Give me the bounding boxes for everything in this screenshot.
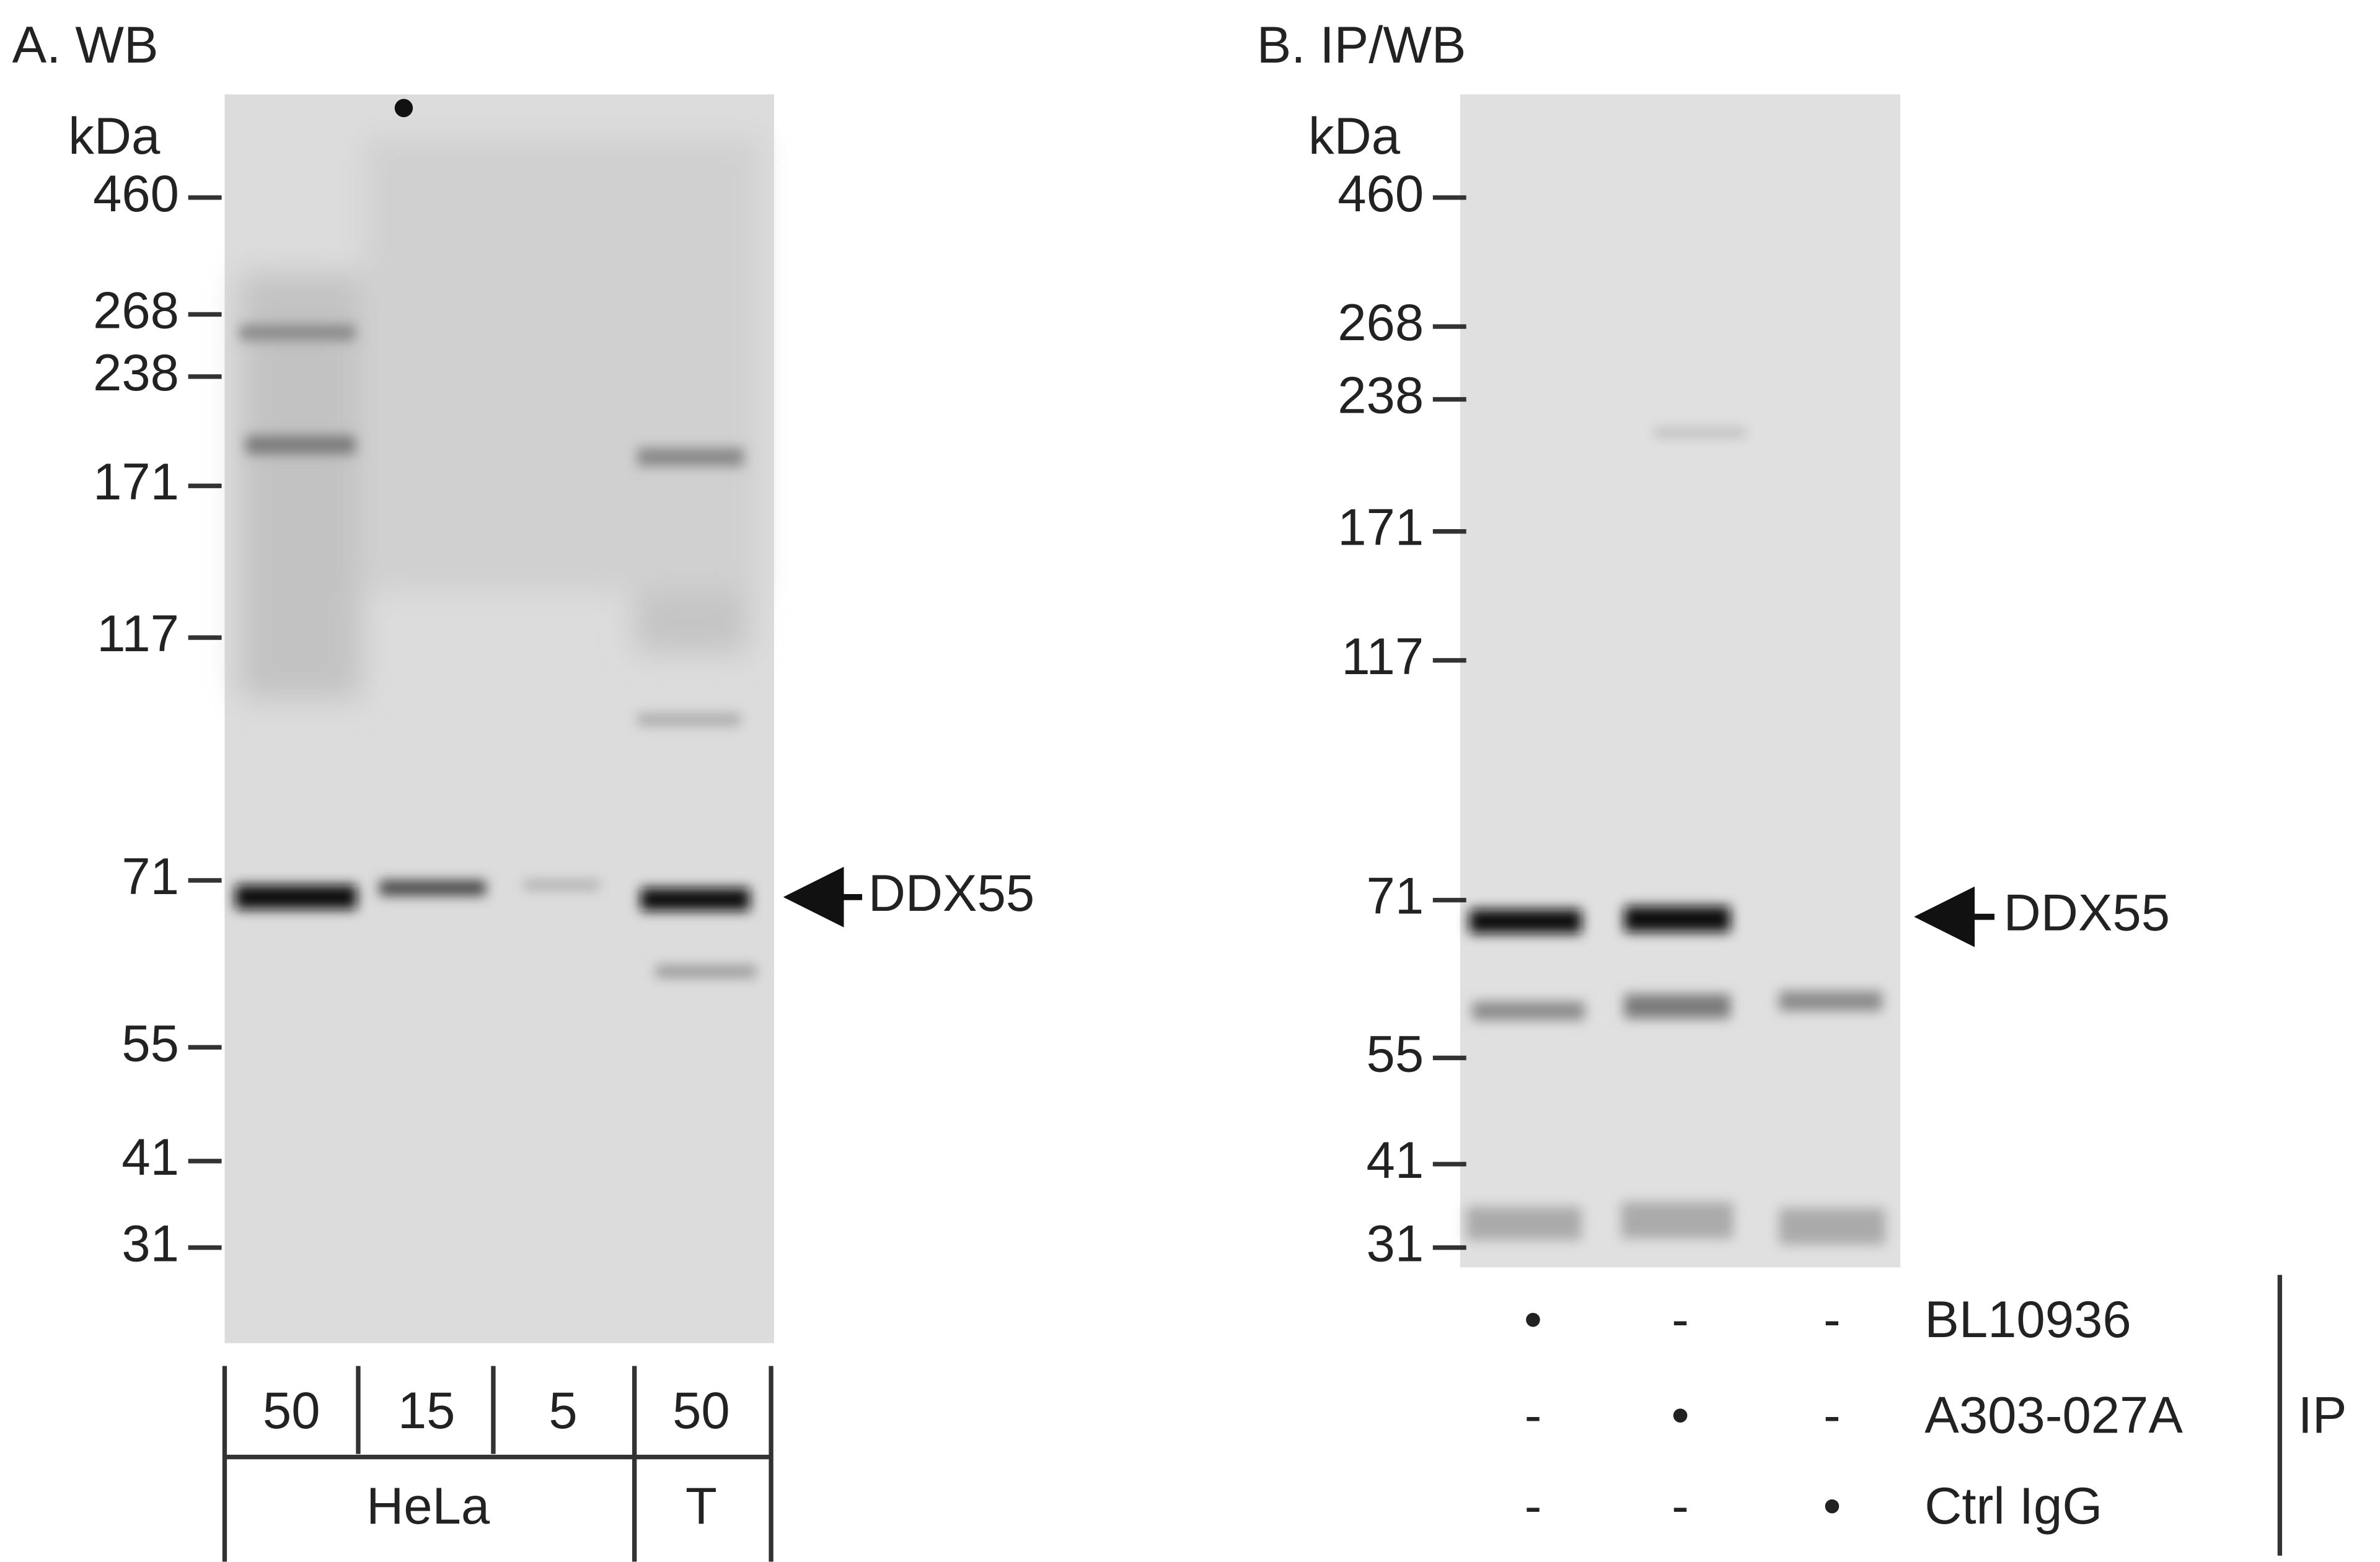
gel-b: [1460, 94, 1901, 1268]
antibody-label: BL10936: [1924, 1291, 2131, 1348]
marker-label: 31: [1367, 1215, 1424, 1273]
marker-label: 117: [97, 605, 179, 662]
lane-label: 5: [549, 1382, 577, 1439]
marker-label: 41: [1367, 1131, 1424, 1189]
marker-label: 268: [93, 281, 179, 339]
sign: -: [1525, 1477, 1542, 1535]
marker-label: 460: [93, 165, 179, 222]
sign: •: [1524, 1291, 1542, 1348]
marker-label: 117: [1341, 628, 1424, 685]
lane-label: 50: [672, 1382, 730, 1439]
sign: •: [1823, 1477, 1841, 1535]
sign: -: [1823, 1386, 1841, 1444]
marker-label: 268: [1338, 294, 1424, 351]
unit-label: kDa: [1308, 107, 1401, 165]
marker-label: 171: [1338, 499, 1424, 556]
panel-title: A. WB: [12, 16, 159, 74]
group-label: HeLa: [366, 1477, 490, 1535]
bands-a: [235, 325, 756, 978]
bands-b: [1466, 428, 1885, 1245]
lane-table-a: [222, 1366, 774, 1562]
sign: -: [1672, 1477, 1689, 1535]
marker-label: 41: [121, 1128, 179, 1186]
panel-title: B. IP/WB: [1257, 16, 1466, 74]
lane-label: 15: [398, 1382, 456, 1439]
marker-label: 171: [93, 453, 179, 511]
marker-label: 31: [121, 1215, 179, 1273]
sign: -: [1525, 1386, 1542, 1444]
marker-label: 71: [1367, 867, 1424, 925]
antibody-label: A303-027A: [1924, 1386, 2183, 1444]
marker-label: 238: [1338, 367, 1424, 424]
ip-label: IP: [2298, 1386, 2347, 1444]
sign: -: [1672, 1291, 1689, 1348]
target-label: DDX55: [868, 864, 1034, 922]
lane-label: 50: [263, 1382, 320, 1439]
target-label: DDX55: [2004, 884, 2170, 942]
marker-label: 55: [1367, 1025, 1424, 1082]
unit-label: kDa: [68, 107, 161, 165]
antibody-label: Ctrl IgG: [1924, 1477, 2102, 1535]
marker-label: 238: [93, 344, 179, 401]
sign: -: [1823, 1291, 1841, 1348]
marker-label: 71: [121, 848, 179, 905]
group-label: T: [685, 1477, 717, 1535]
marker-label: 55: [121, 1014, 179, 1072]
marker-label: 460: [1338, 165, 1424, 222]
sign: •: [1671, 1386, 1689, 1444]
smear-a: [239, 136, 759, 699]
speck: [394, 99, 413, 118]
